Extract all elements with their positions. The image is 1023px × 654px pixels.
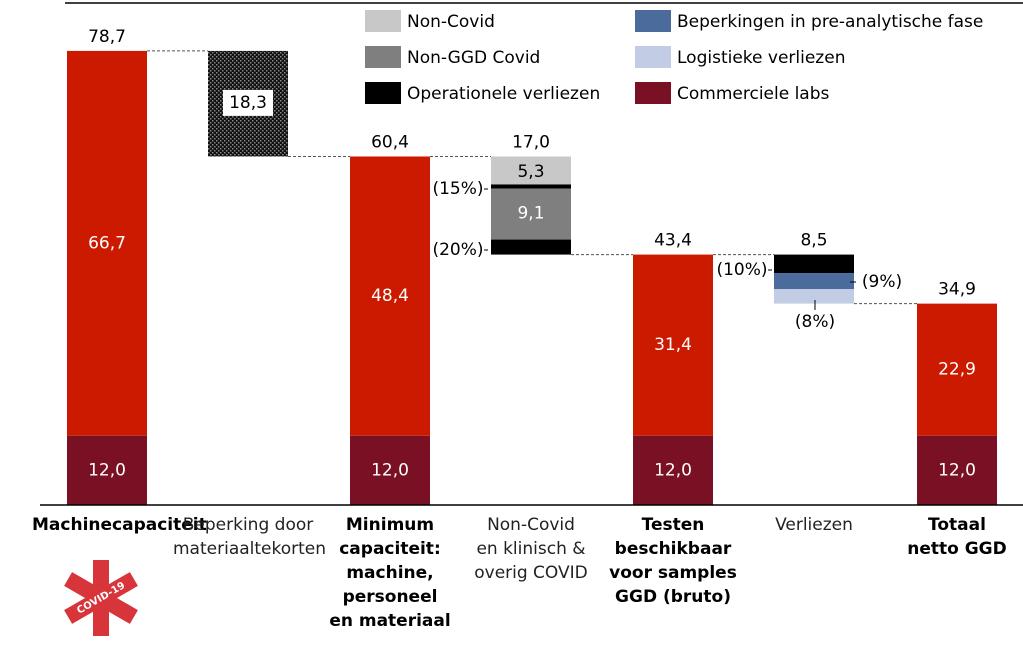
segment-label: 31,4: [654, 335, 692, 355]
annotation: (10%): [716, 260, 767, 280]
segment-label: 48,4: [371, 286, 409, 306]
segment-label: 12,0: [88, 460, 126, 480]
bar-segment: [917, 303, 997, 436]
legend-label: Non-GGD Covid: [407, 48, 540, 68]
legend-label: Commerciele labs: [677, 84, 830, 104]
category-label: Minimum capaciteit: machine, personeel e…: [329, 515, 451, 631]
segment-label: 22,9: [938, 360, 976, 380]
legend-swatch: [635, 10, 671, 32]
category-label: Totaal netto GGD: [907, 515, 1007, 559]
total-label: 17,0: [512, 132, 550, 152]
segment-label: 12,0: [654, 460, 692, 480]
legend-label: Logistieke verliezen: [677, 48, 845, 68]
legend-swatch: [635, 46, 671, 68]
segment-label: 18,3: [229, 93, 267, 113]
legend-label: Beperkingen in pre-analytische fase: [677, 12, 983, 32]
bar-segment: [67, 50, 147, 436]
segment-label: 12,0: [938, 460, 976, 480]
legend-label: Non-Covid: [407, 12, 495, 32]
total-label: 34,9: [938, 280, 976, 300]
segment-label: 12,0: [371, 460, 409, 480]
total-label: 60,4: [371, 132, 409, 152]
category-label: Testen beschikbaar voor samples GGD (bru…: [609, 515, 737, 607]
bar-segment: [774, 254, 854, 274]
legend-swatch: [635, 82, 671, 104]
total-label: 8,5: [800, 231, 827, 251]
category-label: Verliezen: [775, 515, 853, 535]
legend-swatch: [365, 82, 401, 104]
bar-segment: [350, 156, 430, 436]
total-label: 43,4: [654, 231, 692, 251]
segment-label: 9,1: [517, 203, 544, 223]
legend-swatch: [365, 46, 401, 68]
legend-label: Operationele verliezen: [407, 84, 600, 104]
bar-segment: [491, 156, 571, 188]
segment-label: 5,3: [517, 162, 544, 182]
separator: [491, 184, 571, 189]
bar-segment: [774, 289, 854, 304]
covid-logo: COVID-19: [64, 560, 138, 636]
bar-segment: [491, 187, 571, 240]
annotation: (15%): [432, 179, 483, 199]
bar-segment: [917, 435, 997, 505]
legend-swatch: [365, 10, 401, 32]
annotation: (9%): [862, 272, 902, 292]
bar-segment: [633, 435, 713, 505]
bar-segment: [67, 435, 147, 505]
total-label: 78,7: [88, 27, 126, 47]
category-label: Non-Covid en klinisch & overig COVID: [474, 515, 588, 583]
category-label: Beperking door materiaaltekorten: [173, 515, 327, 559]
bar-segment: [633, 254, 713, 436]
bar-segment: [774, 273, 854, 290]
label-box: [223, 89, 273, 116]
annotation: (8%): [795, 312, 835, 332]
category-label: Machinecapaciteit: [32, 515, 207, 535]
bar-segment: [350, 435, 430, 505]
segment-label: 66,7: [88, 233, 126, 253]
bar-segment: [491, 239, 571, 255]
annotation: (20%): [432, 240, 483, 260]
